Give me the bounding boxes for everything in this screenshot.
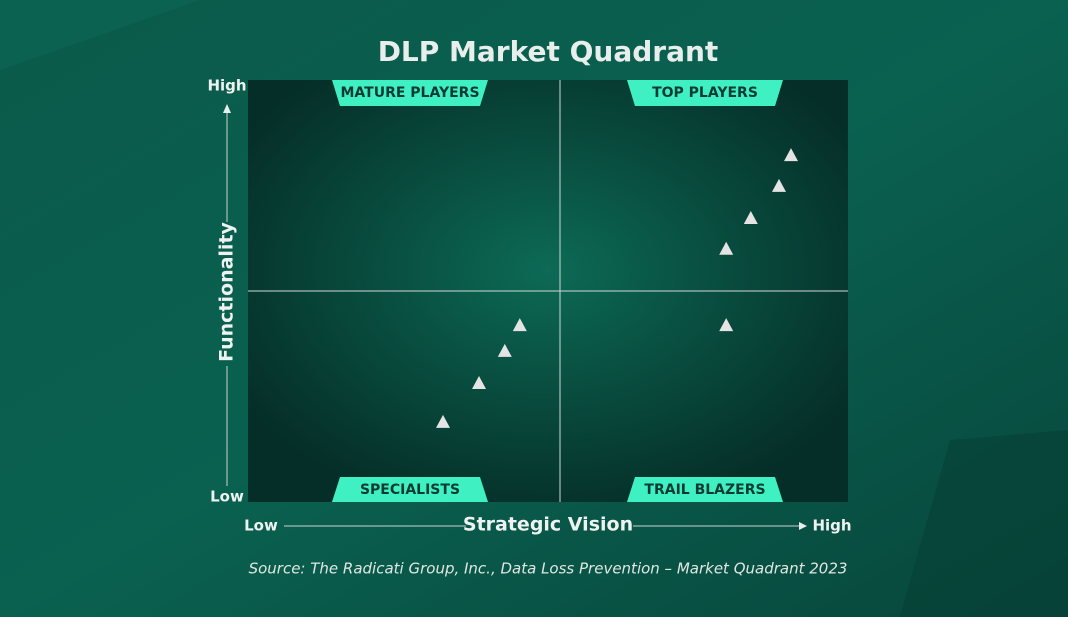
quadrant-label: MATURE PLAYERS — [340, 85, 479, 101]
quadrant-badge — [627, 80, 783, 106]
quadrant-badge — [627, 477, 783, 502]
quadrant-label: SPECIALISTS — [360, 482, 460, 498]
marker — [512, 318, 527, 332]
chart-title: DLP Market Quadrant — [378, 35, 719, 68]
marker — [472, 375, 486, 389]
marker — [497, 343, 512, 357]
y-tick-label: High — [207, 77, 246, 95]
decor — [0, 0, 200, 70]
marker — [743, 210, 758, 224]
marker — [784, 148, 798, 162]
marker — [719, 241, 734, 255]
quadrant-label: TOP PLAYERS — [652, 85, 758, 101]
decor — [900, 430, 1068, 617]
axis-arrow — [223, 104, 231, 113]
y-axis-label: Functionality — [216, 221, 238, 361]
quadrant-badge — [332, 477, 488, 502]
y-tick-label: Low — [210, 488, 244, 506]
x-axis-label: Strategic Vision — [463, 514, 633, 536]
marker — [772, 178, 786, 192]
marker — [719, 318, 734, 332]
quadrant-badge — [332, 80, 488, 106]
x-tick-label: Low — [244, 517, 278, 535]
marker — [436, 414, 450, 428]
quadrant-label: TRAIL BLAZERS — [644, 482, 765, 498]
axis-arrow — [799, 522, 807, 530]
source-note: Source: The Radicati Group, Inc., Data L… — [249, 560, 848, 578]
x-tick-label: High — [812, 517, 851, 535]
